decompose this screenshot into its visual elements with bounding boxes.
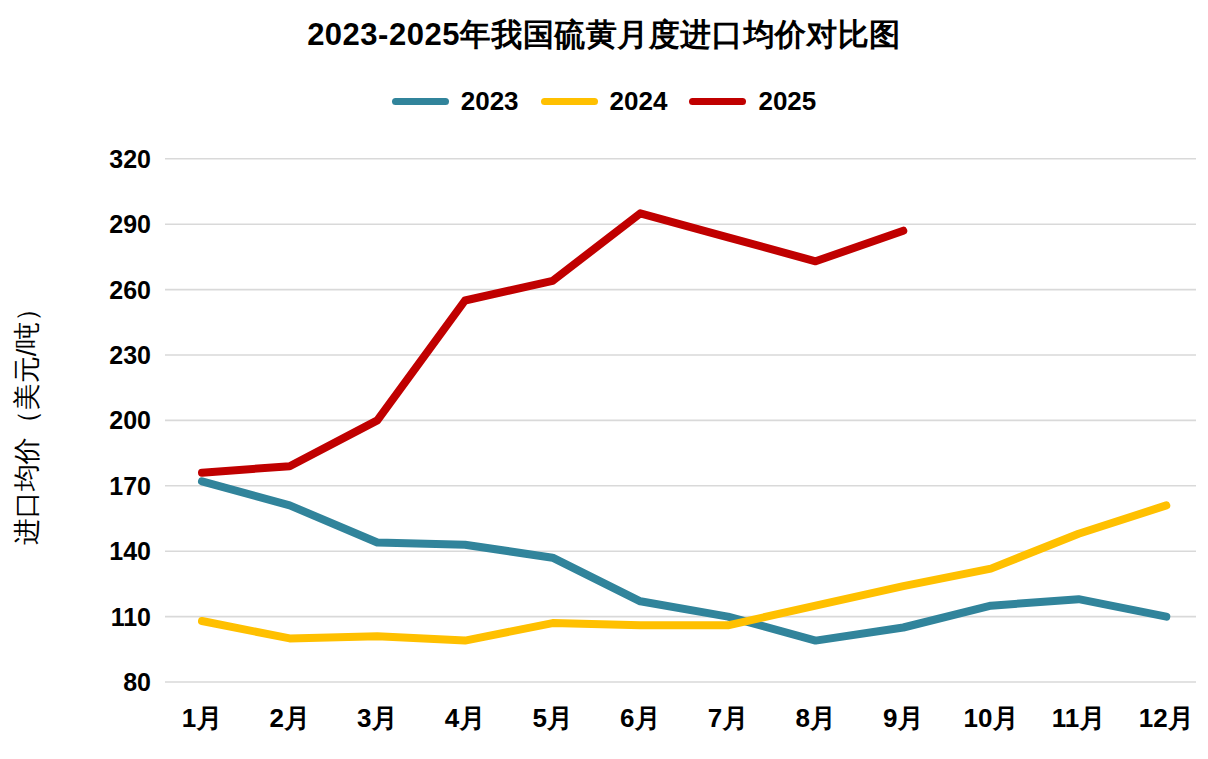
y-tick-label: 230 (109, 341, 151, 369)
x-tick-label: 3月 (357, 703, 397, 733)
x-tick-label: 7月 (708, 703, 748, 733)
x-tick-label: 9月 (883, 703, 923, 733)
x-tick-label: 6月 (620, 703, 660, 733)
y-tick-label: 140 (109, 537, 151, 565)
y-tick-label: 320 (109, 145, 151, 173)
y-tick-label: 110 (111, 603, 151, 631)
y-axis-title: 进口均价（美元/吨） (12, 295, 42, 546)
y-tick-label: 290 (109, 210, 151, 238)
y-tick-label: 80 (123, 668, 151, 696)
y-tick-label: 200 (109, 406, 151, 434)
x-tick-label: 5月 (532, 703, 572, 733)
line-chart: 80 110 140 170 200 230 260 290 320 1月 2月 3月 4月 5月 6月 7月… (0, 0, 1208, 759)
series-line-2025 (202, 213, 903, 472)
x-tick-label: 10月 (963, 703, 1018, 733)
x-tick-label: 2月 (269, 703, 309, 733)
y-tick-label: 260 (109, 276, 151, 304)
chart-canvas: 2023-2025年我国硫黄月度进口均价对比图 2023 2024 2025 8… (0, 0, 1208, 759)
x-tick-label: 12月 (1139, 703, 1194, 733)
x-tick-label: 8月 (795, 703, 835, 733)
y-tick-label: 170 (109, 472, 151, 500)
x-tick-label: 11月 (1052, 703, 1106, 733)
x-tick-label: 1月 (182, 703, 222, 733)
x-tick-label: 4月 (445, 703, 485, 733)
